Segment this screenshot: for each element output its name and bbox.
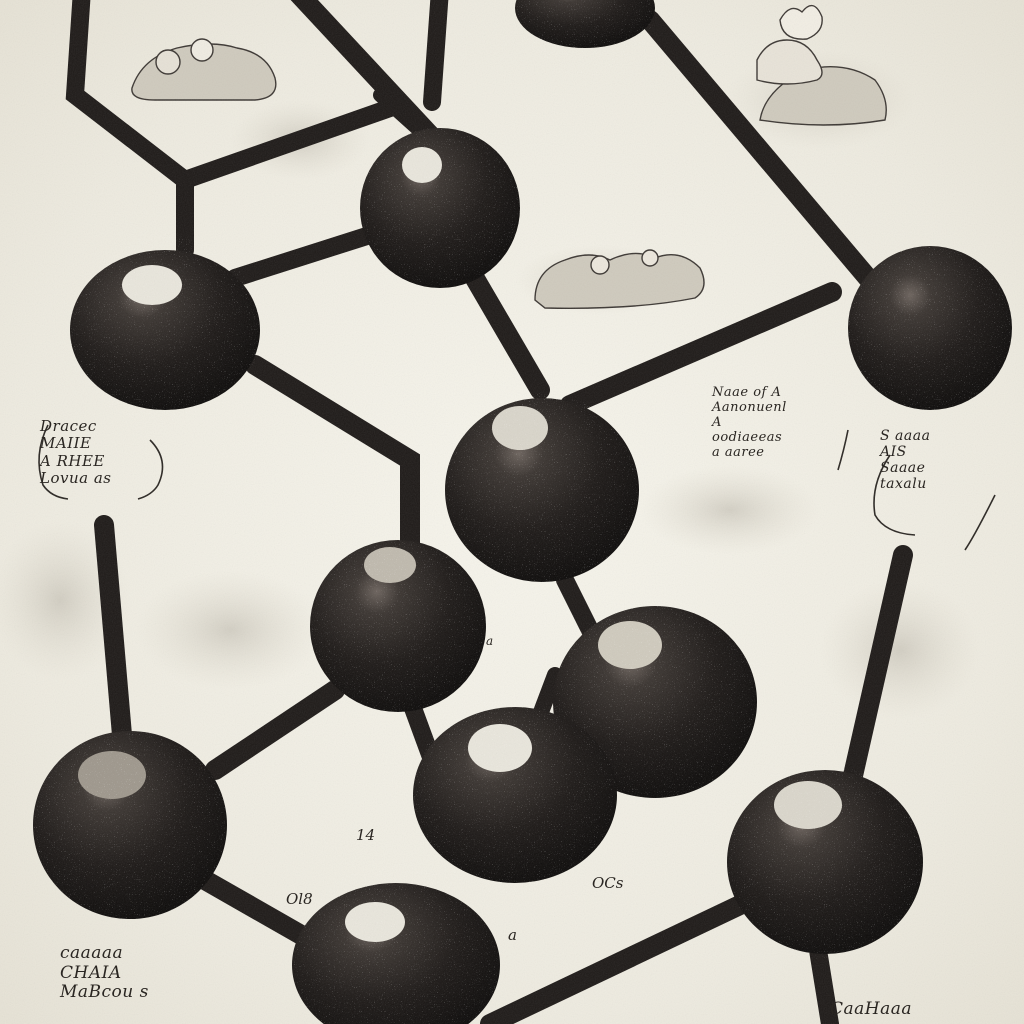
mark-label: a	[486, 634, 494, 648]
mark-label: OCs	[592, 874, 624, 892]
mark-label: 14	[356, 826, 376, 844]
annotation-right: S aaaa AIS Saaae taxalu	[880, 428, 931, 493]
mark-label: a	[508, 926, 517, 944]
annotation-left: Dracec MAIIE A RHEE Lovua as	[40, 417, 112, 487]
mark-label: Ol8	[286, 890, 313, 908]
annotation-middle: Naae of A Aanonuenl A oodiaeeas a aaree	[712, 385, 787, 460]
annotation-bottom-left: caaaaa CHAIA MaBcou s	[60, 943, 149, 1003]
annotation-bottom-right: CaaHaaa	[830, 999, 913, 1019]
